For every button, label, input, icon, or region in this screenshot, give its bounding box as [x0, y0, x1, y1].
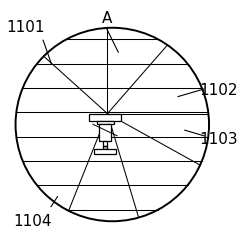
- Bar: [94, 149, 116, 154]
- Bar: [89, 114, 121, 121]
- Text: 1101: 1101: [6, 20, 44, 35]
- Bar: [99, 124, 111, 141]
- Text: A: A: [102, 10, 113, 26]
- Bar: [103, 146, 107, 149]
- Text: 1102: 1102: [199, 83, 238, 98]
- Text: 1104: 1104: [13, 214, 52, 229]
- Bar: [97, 121, 113, 124]
- Text: 1103: 1103: [199, 131, 238, 146]
- Bar: [103, 141, 107, 146]
